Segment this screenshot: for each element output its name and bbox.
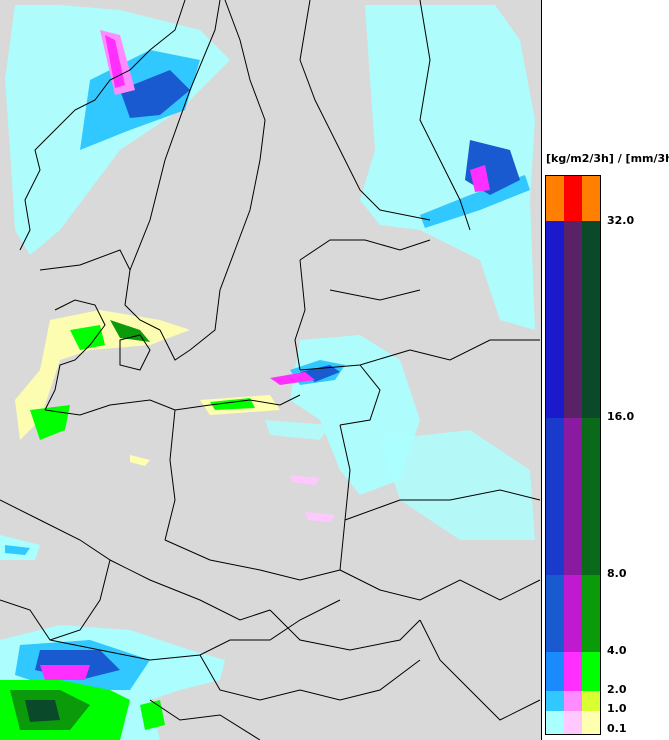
- coastline-scandinavia: [19, 0, 186, 251]
- precip-mix-poland: [290, 475, 320, 485]
- border-germany-west: [0, 499, 111, 641]
- legend-swatch-1-0: [546, 221, 564, 418]
- precip-snow-alps-core: [25, 700, 60, 722]
- legend-swatch-5-2: [582, 691, 600, 711]
- precip-mix-alps: [40, 665, 90, 680]
- border-ukraine: [339, 569, 541, 601]
- border-balkans: [149, 699, 261, 740]
- legend-tick-1: 1.0: [607, 702, 627, 715]
- precip-mix-poland-2: [305, 512, 335, 522]
- legend-swatch-1-2: [582, 221, 600, 418]
- coastline-sweden-east: [159, 0, 266, 361]
- legend-tick-32: 32.0: [607, 214, 635, 227]
- legend-tick-8: 8.0: [607, 567, 627, 580]
- border-lithuania-belarus: [339, 364, 381, 426]
- border-estonia-latvia: [329, 289, 421, 301]
- precip-snow-denmark-2: [110, 320, 150, 342]
- border-belarus-ukraine: [344, 489, 541, 521]
- legend-tick-0-1: 0.1: [607, 722, 627, 735]
- legend-swatch-0-2: [582, 175, 600, 221]
- legend-swatch-6-0: [546, 711, 564, 735]
- legend-tick-2: 2.0: [607, 683, 627, 696]
- precip-snow-denmark: [70, 325, 105, 350]
- legend-swatch-5-1: [564, 691, 582, 711]
- legend-swatch-3-1: [564, 575, 582, 652]
- coastline-latvia: [294, 259, 306, 371]
- border-czech-austria: [109, 559, 271, 621]
- legend-tick-16: 16.0: [607, 410, 635, 423]
- legend-swatch-2-1: [564, 418, 582, 575]
- legend-swatch-3-0: [546, 575, 564, 652]
- coastline-denmark: [44, 299, 106, 411]
- legend-swatch-0-0: [546, 175, 564, 221]
- coastline-finland: [299, 0, 431, 221]
- boundary-layer: [0, 0, 541, 740]
- border-russia-belarus: [409, 339, 540, 361]
- precip-mix-gulf: [470, 165, 490, 192]
- legend-tick-4: 4.0: [607, 644, 627, 657]
- precip-heavy-norway: [120, 70, 190, 118]
- precip-snow-alps-east: [140, 700, 165, 730]
- border-romania: [419, 619, 541, 721]
- legend-swatch-5-0: [546, 691, 564, 711]
- precipitation-map: [0, 0, 542, 740]
- precip-snow-poland: [130, 455, 150, 466]
- border-hungary-south: [199, 654, 421, 701]
- legend-title: [kg/m2/3h] / [mm/3h]: [546, 152, 669, 165]
- precip-area-finland: [360, 5, 535, 330]
- border-poland-belarus: [339, 424, 351, 571]
- precip-snow-west: [30, 405, 70, 440]
- precip-area-denmark: [15, 310, 190, 440]
- border-slovakia-hungary: [269, 609, 421, 651]
- precip-core-west: [5, 545, 30, 555]
- precip-area-east: [380, 430, 535, 540]
- precip-area-poland-streak: [265, 420, 330, 440]
- border-finland-russia: [419, 0, 471, 231]
- legend-swatch-6-2: [582, 711, 600, 735]
- border-germany-poland: [164, 409, 176, 541]
- legend-swatch-2-0: [546, 418, 564, 575]
- legend-panel: [kg/m2/3h] / [mm/3h]: [542, 0, 669, 740]
- precipitation-layer: [0, 5, 535, 740]
- legend-border: [545, 175, 601, 735]
- border-alps: [49, 599, 341, 661]
- island-zealand: [119, 334, 151, 371]
- legend-swatch-6-1: [564, 711, 582, 735]
- map-canvas: [0, 0, 541, 740]
- legend-swatch-0-1: [564, 175, 582, 221]
- precip-mix-baltics: [270, 372, 315, 385]
- legend-swatch-4-1: [564, 652, 582, 691]
- legend-swatch-2-2: [582, 418, 600, 575]
- border-norway-sweden: [129, 0, 221, 271]
- border-west-france: [0, 599, 51, 641]
- coastline-baltics: [299, 239, 431, 261]
- border-poland-czech: [164, 539, 341, 581]
- legend-swatch-3-2: [582, 575, 600, 652]
- legend-swatch-4-2: [582, 652, 600, 691]
- legend-swatch-1-1: [564, 221, 582, 418]
- legend-swatch-4-0: [546, 652, 564, 691]
- legend-color-bar: [545, 175, 601, 735]
